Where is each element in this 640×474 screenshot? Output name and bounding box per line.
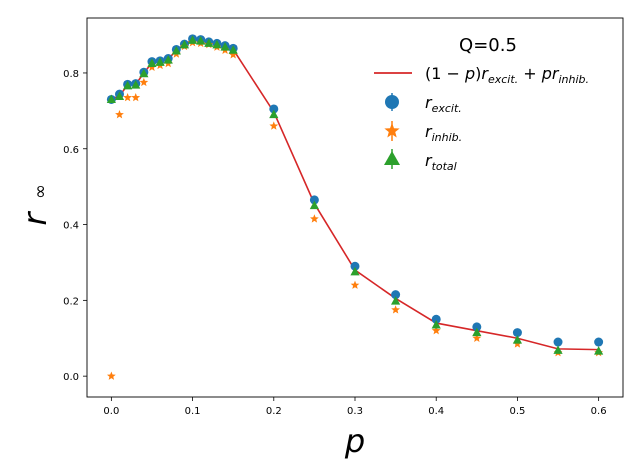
point-total <box>212 39 222 49</box>
point-inhib <box>115 110 124 119</box>
y-axis-label: r ∞ <box>16 184 54 226</box>
y-tick-label: 0.2 <box>63 296 79 307</box>
point-total <box>131 80 141 89</box>
x-tick-label: 0.4 <box>428 406 444 417</box>
x-tick-label: 0.2 <box>266 406 282 417</box>
point-total <box>472 327 482 337</box>
x-tick-label: 0.3 <box>347 406 363 417</box>
point-inhib <box>431 326 441 335</box>
point-inhib <box>310 214 319 223</box>
point-total <box>187 35 198 44</box>
point-inhib <box>228 50 238 59</box>
legend-label-excit: rexcit. <box>425 93 462 115</box>
point-total <box>139 68 149 78</box>
point-total <box>391 296 401 305</box>
point-excit <box>472 322 482 332</box>
point-total <box>163 55 173 64</box>
point-total <box>350 266 360 276</box>
point-total <box>228 45 238 54</box>
plot-area <box>106 34 604 380</box>
point-total <box>309 200 319 210</box>
y-axis-label-subscript: ∞ <box>30 184 51 199</box>
legend-swatch-total <box>384 149 400 169</box>
point-inhib <box>269 121 279 130</box>
point-total <box>512 335 523 344</box>
legend-label-line: (1 − p)rexcit. + prinhib. <box>425 64 589 86</box>
point-excit <box>391 290 401 300</box>
point-excit <box>553 337 563 347</box>
x-tick-label: 0.5 <box>509 406 525 417</box>
point-inhib <box>139 77 149 87</box>
point-total <box>106 94 116 103</box>
point-excit <box>431 314 441 324</box>
point-inhib <box>472 333 482 342</box>
point-total <box>220 42 230 51</box>
legend-label-inhib: rinhib. <box>425 122 462 144</box>
legend-label-total: rtotal <box>425 151 457 173</box>
point-total <box>553 345 563 354</box>
x-tick-label: 0.6 <box>591 406 607 417</box>
point-inhib <box>391 305 400 314</box>
point-total <box>431 319 441 329</box>
y-axis-label-base: r <box>16 211 54 226</box>
legend-swatch-excit <box>385 93 399 111</box>
x-tick-label: 0.1 <box>185 406 201 417</box>
point-excit <box>350 261 360 271</box>
x-axis-label: p <box>344 422 365 460</box>
point-total <box>147 58 157 67</box>
legend: Q=0.5 (1 − p)rexcit. + prinhib. rexcit. … <box>374 35 589 173</box>
point-excit <box>309 195 319 205</box>
y-tick-label: 0.6 <box>63 145 79 156</box>
point-inhib <box>106 371 116 380</box>
point-total <box>179 39 190 49</box>
point-total <box>155 57 165 66</box>
y-tick-label: 0.8 <box>63 69 79 80</box>
point-inhib <box>123 92 132 102</box>
point-excit <box>269 104 279 114</box>
y-tick-label: 0.0 <box>63 372 79 383</box>
point-excit <box>512 328 522 338</box>
x-axis: 0.0 0.1 0.2 0.3 0.4 0.5 0.6 <box>103 397 607 417</box>
point-total <box>269 109 279 119</box>
point-inhib <box>131 92 141 102</box>
point-inhib <box>350 280 360 289</box>
legend-swatch-inhib <box>384 121 400 141</box>
point-total <box>123 80 133 90</box>
point-total <box>171 45 181 55</box>
point-total <box>196 36 206 45</box>
x-tick-label: 0.0 <box>103 406 119 417</box>
point-total <box>114 91 125 100</box>
point-total <box>594 346 604 355</box>
y-axis: 0.0 0.2 0.4 0.6 0.8 <box>63 69 87 383</box>
point-excit <box>594 337 604 347</box>
y-tick-label: 0.4 <box>63 221 79 232</box>
legend-title: Q=0.5 <box>459 35 517 56</box>
point-total <box>204 38 214 47</box>
